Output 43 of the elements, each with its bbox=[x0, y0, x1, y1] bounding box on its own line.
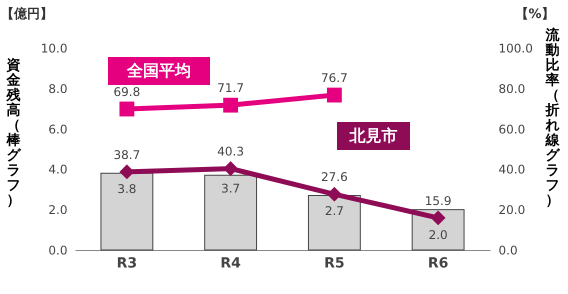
text: 【億円】 bbox=[1, 6, 53, 22]
point bbox=[119, 102, 134, 116]
text: 【%】 bbox=[515, 6, 555, 22]
bar bbox=[308, 194, 361, 250]
text: 流動比率（折れ線グラフ） bbox=[546, 28, 560, 208]
y2-tick-label: 60.0 bbox=[498, 122, 526, 136]
data-label: 69.8 bbox=[114, 85, 140, 100]
bar bbox=[100, 172, 154, 250]
point bbox=[223, 161, 238, 176]
point bbox=[119, 164, 134, 180]
data-label: 2.0 bbox=[428, 228, 448, 242]
y-tick-label: 10.0 bbox=[40, 42, 68, 56]
x-tick-label: R4 bbox=[220, 256, 242, 272]
bar bbox=[204, 174, 258, 250]
text: 北見市 bbox=[348, 126, 398, 145]
point bbox=[326, 186, 342, 202]
series-label: 全国平均 bbox=[126, 61, 191, 80]
y2-tick-label: 40.0 bbox=[498, 162, 526, 177]
y-tick-label: 0.0 bbox=[48, 244, 68, 258]
point bbox=[430, 210, 446, 226]
x-tick-label: R5 bbox=[324, 256, 345, 272]
x-tick-label: R3 bbox=[116, 256, 138, 272]
y-tick-label: 2.0 bbox=[48, 203, 68, 218]
data-label: 40.3 bbox=[217, 144, 244, 159]
y2-tick-label: 0.0 bbox=[498, 244, 518, 258]
data-label: 2.7 bbox=[324, 204, 344, 218]
point bbox=[326, 88, 342, 102]
data-label: 15.9 bbox=[424, 194, 452, 208]
y-tick-label: 8.0 bbox=[48, 82, 68, 96]
y-tick-label: 6.0 bbox=[48, 122, 68, 136]
data-label: 71.7 bbox=[217, 81, 244, 96]
y-tick-label: 4.0 bbox=[48, 162, 68, 177]
y2-tick-label: 20.0 bbox=[498, 203, 526, 218]
data-label: 27.6 bbox=[321, 170, 348, 184]
x-tick-label: R6 bbox=[428, 256, 448, 272]
y2-tick-label: 80.0 bbox=[498, 82, 526, 96]
text: 資金残高（棒グラフ） bbox=[6, 58, 20, 208]
point bbox=[223, 98, 238, 113]
data-label: 76.7 bbox=[321, 71, 348, 86]
data-label: 3.7 bbox=[221, 181, 240, 196]
data-label: 3.8 bbox=[117, 182, 136, 196]
y2-tick-label: 100.0 bbox=[498, 42, 533, 56]
data-label: 38.7 bbox=[114, 148, 140, 162]
